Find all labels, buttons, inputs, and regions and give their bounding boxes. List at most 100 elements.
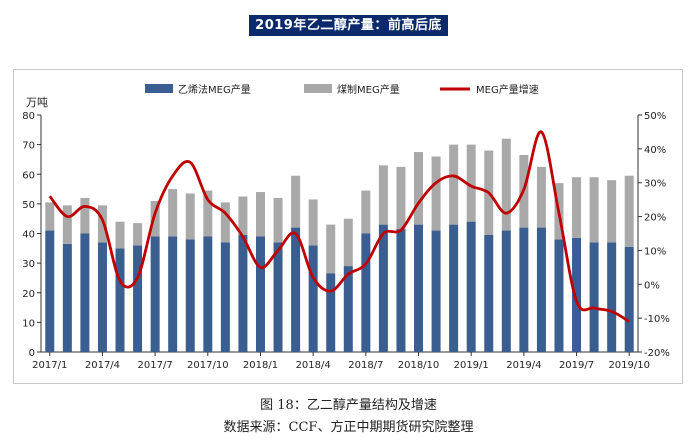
bar-coal-meg <box>466 144 476 222</box>
bar-coal-meg <box>238 196 248 235</box>
bar-ethylene-meg <box>115 248 125 352</box>
y-axis-unit-label: 万吨 <box>26 96 48 109</box>
bar-ethylene-meg <box>343 266 353 352</box>
x-axis-tick-label: 2018/1 <box>243 360 278 371</box>
bar-ethylene-meg <box>185 239 195 352</box>
bar-ethylene-meg <box>449 224 459 352</box>
figure-caption: 图 18：乙二醇产量结构及增速 <box>260 398 437 413</box>
bar-coal-meg <box>220 202 230 243</box>
bar-coal-meg <box>308 199 318 246</box>
right-axis-tick-label: 40% <box>644 145 666 156</box>
bar-ethylene-meg <box>466 221 476 352</box>
right-axis-tick-label: 20% <box>644 213 666 224</box>
bar-coal-meg <box>378 165 388 225</box>
bar-ethylene-meg <box>554 239 564 352</box>
right-axis-tick-label: -20% <box>644 348 670 359</box>
bar-ethylene-meg <box>361 233 371 352</box>
bar-coal-meg <box>414 152 424 225</box>
bar-ethylene-meg <box>519 227 529 352</box>
legend-label-growth: MEG产量增速 <box>476 83 539 96</box>
legend-label-coal: 煤制MEG产量 <box>337 83 400 96</box>
bar-ethylene-meg <box>220 242 230 352</box>
bar-ethylene-meg <box>45 230 55 352</box>
bar-coal-meg <box>291 175 301 228</box>
bar-ethylene-meg <box>484 234 494 352</box>
legend-label-ethylene: 乙烯法MEG产量 <box>178 83 251 96</box>
bar-ethylene-meg <box>326 273 336 352</box>
chart-frame <box>13 69 683 384</box>
bar-ethylene-meg <box>607 242 617 352</box>
bar-ethylene-meg <box>80 233 90 352</box>
x-axis-tick-label: 2019/10 <box>608 360 650 371</box>
bar-coal-meg <box>168 189 178 237</box>
bar-coal-meg <box>45 202 55 231</box>
x-axis-tick-label: 2017/7 <box>138 360 173 371</box>
bar-ethylene-meg <box>572 237 582 352</box>
x-axis-tick-label: 2018/4 <box>296 360 331 371</box>
bar-ethylene-meg <box>273 242 283 352</box>
bar-coal-meg <box>255 192 265 237</box>
bar-coal-meg <box>115 221 125 249</box>
bar-ethylene-meg <box>168 236 178 352</box>
bar-coal-meg <box>62 205 72 244</box>
bar-ethylene-meg <box>255 236 265 352</box>
bar-coal-meg <box>203 190 213 237</box>
left-axis-tick-label: 30 <box>22 259 35 270</box>
bar-ethylene-meg <box>431 230 441 352</box>
bar-ethylene-meg <box>378 224 388 352</box>
bar-ethylene-meg <box>589 242 599 352</box>
bar-coal-meg <box>133 223 143 246</box>
bar-coal-meg <box>607 180 617 243</box>
bar-coal-meg <box>449 144 459 225</box>
left-axis-tick-label: 80 <box>22 111 35 122</box>
x-axis-tick-label: 2018/7 <box>348 360 383 371</box>
left-axis-tick-label: 20 <box>22 289 35 300</box>
bar-ethylene-meg <box>308 245 318 352</box>
left-axis-tick-label: 40 <box>22 230 35 241</box>
legend-swatch-ethylene <box>145 84 173 93</box>
right-axis-tick-label: 10% <box>644 246 666 257</box>
x-axis-tick-label: 2019/1 <box>454 360 489 371</box>
line-meg-growth <box>48 130 630 323</box>
left-axis-tick-label: 60 <box>22 170 35 181</box>
bar-ethylene-meg <box>203 236 213 352</box>
bar-coal-meg <box>97 205 107 243</box>
bar-ethylene-meg <box>624 246 634 352</box>
bar-coal-meg <box>624 175 634 247</box>
bar-ethylene-meg <box>238 234 248 352</box>
right-axis-tick-label: 0% <box>644 280 660 291</box>
x-axis-tick-label: 2017/1 <box>32 360 67 371</box>
mixed-bar-line-chart: 0 10 20 30 40 50 60 70 80 -20% -10% 0% 10% 20% 30% 40% 5… <box>22 83 670 371</box>
left-axis-tick-label: 0 <box>29 348 35 359</box>
bar-coal-meg <box>431 156 441 231</box>
headline: 2019年乙二醇产量：前高后底 <box>0 14 697 36</box>
bar-coal-meg <box>273 197 283 243</box>
bar-coal-meg <box>396 166 406 230</box>
x-axis-tick-label: 2017/10 <box>187 360 229 371</box>
bar-ethylene-meg <box>133 245 143 352</box>
bar-coal-meg <box>80 197 90 234</box>
bar-coal-meg <box>572 177 582 238</box>
bar-ethylene-meg <box>62 243 72 352</box>
bar-ethylene-meg <box>97 242 107 352</box>
bar-ethylene-meg <box>536 227 546 352</box>
bar-coal-meg <box>589 177 599 243</box>
bar-ethylene-meg <box>150 236 160 352</box>
x-axis-tick-label: 2017/4 <box>85 360 120 371</box>
source-caption: 数据来源：CCF、方正中期期货研究院整理 <box>223 420 474 435</box>
x-axis-tick-label: 2019/4 <box>506 360 541 371</box>
x-axis-tick-label: 2018/10 <box>398 360 440 371</box>
bar-coal-meg <box>343 218 353 267</box>
bar-ethylene-meg <box>414 224 424 352</box>
bar-ethylene-meg <box>501 230 511 352</box>
left-axis-tick-label: 70 <box>22 141 35 152</box>
right-axis-tick-label: 30% <box>644 179 666 190</box>
left-axis-tick-label: 50 <box>22 200 35 211</box>
bar-coal-meg <box>361 190 371 234</box>
headline-text: 2019年乙二醇产量：前高后底 <box>249 15 448 36</box>
left-axis-tick-label: 10 <box>22 318 35 329</box>
bar-ethylene-meg <box>396 229 406 352</box>
right-axis-tick-label: -10% <box>644 314 670 325</box>
bar-coal-meg <box>150 200 160 237</box>
x-axis-tick-label: 2019/7 <box>559 360 594 371</box>
